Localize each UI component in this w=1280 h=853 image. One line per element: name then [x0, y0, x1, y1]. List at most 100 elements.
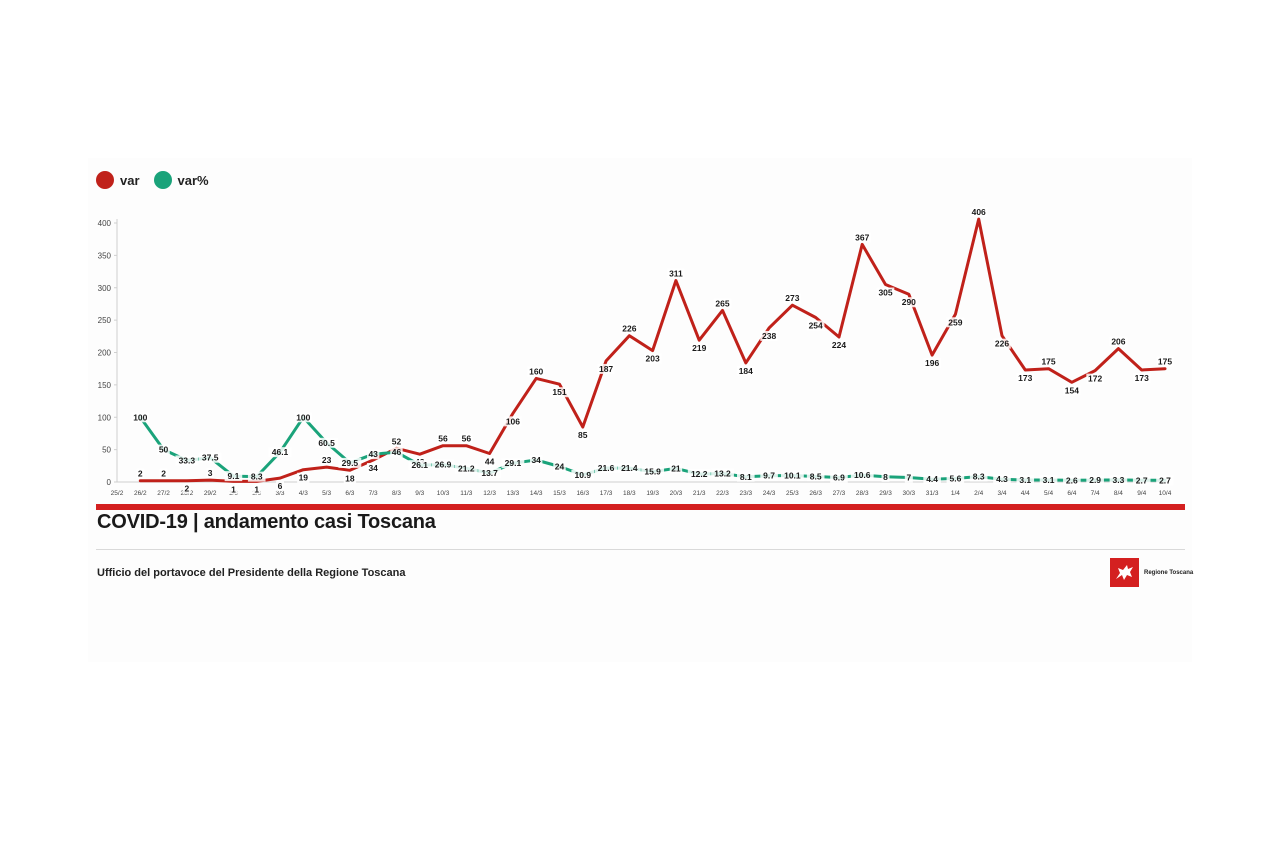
data-label-bg — [853, 232, 872, 243]
data-label: 12.2 — [691, 469, 708, 479]
x-tick-label: 4/3 — [299, 490, 308, 497]
data-label: 173 — [1135, 373, 1149, 383]
x-tick-label: 12/3 — [483, 490, 496, 497]
data-label-bg — [850, 470, 874, 481]
data-label: 34 — [531, 455, 541, 465]
data-label: 406 — [972, 207, 986, 217]
data-label: 8 — [883, 472, 888, 482]
credit-text: Ufficio del portavoce del Presidente del… — [97, 567, 406, 579]
x-tick-label: 10/3 — [437, 490, 450, 497]
data-label-bg — [553, 461, 566, 472]
legend-dot-var — [96, 171, 114, 189]
data-label: 106 — [506, 416, 520, 426]
x-tick-label: 15/3 — [553, 490, 566, 497]
series-line-var — [138, 217, 1167, 483]
data-label: 43 — [368, 449, 378, 459]
data-label: 226 — [995, 339, 1009, 349]
data-label: 85 — [578, 430, 588, 440]
x-tick-label: 8/4 — [1114, 490, 1123, 497]
x-tick-label: 18/3 — [623, 490, 636, 497]
x-tick-label: 4/4 — [1021, 490, 1030, 497]
data-label: 7 — [906, 472, 911, 482]
data-label-bg — [617, 463, 641, 474]
data-label-bg — [1109, 336, 1128, 347]
data-label-bg — [175, 455, 199, 466]
data-label: 173 — [1018, 373, 1032, 383]
data-label-bg — [504, 416, 522, 427]
data-label: 203 — [646, 354, 660, 364]
data-label-bg — [643, 353, 662, 364]
data-label: 15.9 — [644, 467, 661, 477]
data-label: 21.2 — [458, 463, 475, 473]
data-label-bg — [1156, 356, 1174, 367]
data-label-bg — [1132, 372, 1151, 383]
data-label: 33.3 — [179, 455, 196, 465]
data-label: 1 — [254, 484, 259, 494]
regione-toscana-logo: Regione Toscana — [1110, 558, 1193, 587]
data-label-bg — [478, 468, 502, 479]
data-label-bg — [946, 473, 965, 484]
data-label-bg — [159, 468, 168, 479]
data-label: 56 — [462, 434, 472, 444]
data-label-bg — [1156, 475, 1174, 486]
x-tick-label: 13/3 — [507, 490, 520, 497]
data-label: 13.7 — [481, 468, 498, 478]
y-tick-label: 300 — [98, 284, 112, 293]
data-label-bg — [550, 387, 569, 398]
data-label: 23 — [322, 455, 332, 465]
legend-item-var[interactable]: var — [96, 171, 140, 189]
x-tick-label: 25/3 — [786, 490, 799, 497]
data-label: 4.4 — [926, 474, 938, 484]
data-label-bg — [1063, 475, 1081, 486]
x-tick-label: 29/2 — [204, 490, 217, 497]
data-label: 21.4 — [621, 463, 638, 473]
x-tick-label: 5/3 — [322, 490, 331, 497]
data-label-bg — [904, 472, 913, 483]
legend: var var% — [96, 168, 213, 192]
data-label: 290 — [902, 297, 916, 307]
data-label: 34 — [368, 463, 378, 473]
x-tick-label: 26/2 — [134, 490, 147, 497]
data-label-bg — [366, 462, 380, 473]
data-label: 18 — [345, 473, 355, 483]
data-label: 259 — [948, 317, 962, 327]
data-label-bg — [247, 471, 266, 482]
data-label: 265 — [715, 298, 729, 308]
data-label: 10.9 — [575, 470, 592, 480]
data-label-bg — [1132, 475, 1151, 486]
data-label: 44 — [485, 457, 495, 467]
data-label-bg — [294, 412, 313, 423]
data-label-bg — [268, 447, 292, 458]
legend-dot-var-pct — [153, 171, 172, 189]
data-label: 2.9 — [1089, 475, 1101, 485]
x-tick-label: 27/2 — [157, 490, 170, 497]
data-label-bg — [969, 207, 988, 218]
data-label-bg — [460, 433, 473, 444]
data-label: 311 — [669, 269, 683, 279]
data-label-bg — [454, 463, 478, 474]
x-tick-label: 2/4 — [974, 490, 983, 497]
x-tick-label: 8/3 — [392, 490, 401, 497]
data-label-bg — [366, 449, 380, 460]
y-tick-label: 100 — [98, 413, 112, 422]
legend-label-var: var — [120, 172, 140, 188]
data-label: 8.5 — [810, 471, 822, 481]
data-label: 21 — [671, 463, 681, 473]
y-tick-label: 250 — [98, 316, 112, 325]
data-label-bg — [315, 437, 338, 448]
data-label: 2 — [184, 484, 189, 494]
data-label: 46 — [392, 447, 402, 457]
data-label: 172 — [1088, 374, 1102, 384]
y-tick-label: 350 — [98, 251, 112, 260]
data-label: 2 — [138, 469, 143, 479]
data-label-bg — [1016, 372, 1035, 383]
x-tick-label: 17/3 — [600, 490, 613, 497]
data-label: 226 — [622, 324, 636, 334]
data-label-bg — [620, 323, 639, 334]
data-label: 154 — [1065, 385, 1079, 395]
legend-item-var-pct[interactable]: var% — [153, 171, 209, 189]
data-label-bg — [320, 455, 333, 466]
x-tick-label: 21/3 — [693, 490, 706, 497]
data-label: 305 — [878, 288, 892, 298]
logo-label: Regione Toscana — [1144, 569, 1194, 576]
